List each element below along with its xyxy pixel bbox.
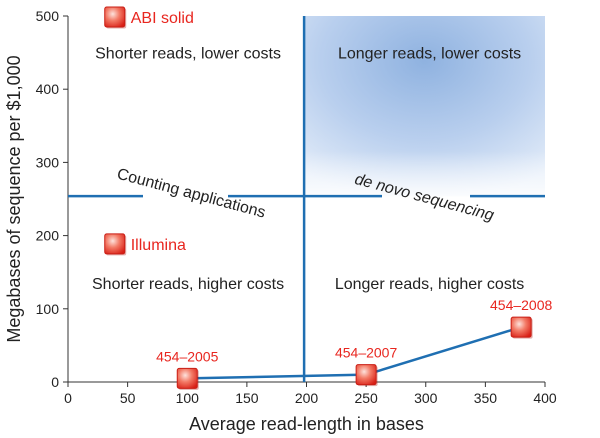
y-axis-ticks: 0 100 200 300 400 500: [36, 8, 68, 390]
y-tick-label: 300: [36, 154, 60, 170]
x-tick-label: 150: [235, 390, 259, 406]
quadrant-dividers: [68, 16, 545, 382]
x-tick-label: 400: [533, 390, 557, 406]
x-tick-label: 0: [64, 390, 72, 406]
data-point-label: 454–2007: [335, 345, 398, 361]
region-label-counting: Counting applications: [115, 166, 267, 222]
data-point-marker: [510, 316, 532, 338]
y-axis-title: Megabases of sequence per $1,000: [4, 55, 24, 342]
y-tick-label: 400: [36, 81, 60, 97]
y-tick-label: 200: [36, 228, 60, 244]
y-tick-label: 500: [36, 8, 60, 24]
x-axis-title: Average read-length in bases: [189, 414, 424, 434]
annotation-label: Illumina: [131, 237, 186, 254]
x-tick-label: 300: [414, 390, 438, 406]
annotation-marker: [104, 6, 126, 28]
quadrant-label-top-left: Shorter reads, lower costs: [95, 46, 281, 63]
x-tick-label: 200: [295, 390, 319, 406]
x-tick-label: 100: [176, 390, 200, 406]
y-tick-label: 0: [51, 374, 59, 390]
annotation-marker: [104, 233, 126, 255]
y-tick-label: 100: [36, 301, 60, 317]
x-tick-label: 350: [474, 390, 498, 406]
data-point-marker: [176, 367, 198, 389]
quadrant-label-bottom-left: Shorter reads, higher costs: [92, 276, 284, 293]
highlight-region: [304, 16, 545, 197]
data-point-label: 454–2005: [156, 348, 219, 364]
data-point-label: 454–2008: [490, 297, 553, 313]
series-454: 454–2005 454–2007 454–2008: [156, 297, 553, 390]
x-tick-label: 250: [354, 390, 378, 406]
quadrant-label-top-right: Longer reads, lower costs: [338, 46, 521, 63]
annotation-label: ABI solid: [131, 10, 194, 27]
x-axis-ticks: 0 50 100 150 200 250 300 350 400: [64, 382, 557, 406]
x-tick-label: 50: [120, 390, 136, 406]
data-point-marker: [355, 364, 377, 386]
quadrant-label-bottom-right: Longer reads, higher costs: [335, 276, 524, 293]
highlight-fade: [304, 16, 545, 197]
annotations: ABI solid Illumina: [104, 6, 194, 256]
